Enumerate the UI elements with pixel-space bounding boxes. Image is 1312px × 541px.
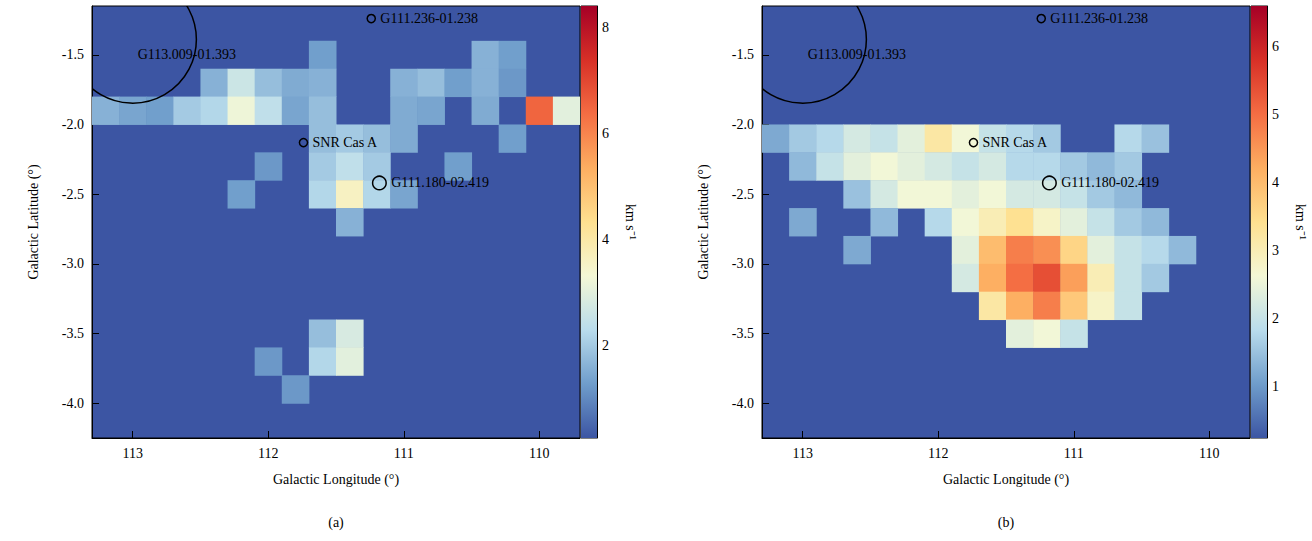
- svg-text:Galactic Longitude (°): Galactic Longitude (°): [273, 472, 399, 488]
- svg-text:Galactic Latitude (°): Galactic Latitude (°): [26, 164, 42, 280]
- svg-text:(b): (b): [998, 515, 1015, 531]
- svg-text:5: 5: [1272, 107, 1279, 122]
- svg-text:-3.5: -3.5: [62, 326, 84, 341]
- svg-text:-4.0: -4.0: [62, 396, 84, 411]
- svg-text:Galactic Latitude (°): Galactic Latitude (°): [696, 164, 712, 280]
- svg-text:1: 1: [1272, 379, 1279, 394]
- svg-text:4: 4: [602, 232, 609, 247]
- svg-text:G111.180-02.419: G111.180-02.419: [391, 175, 489, 190]
- svg-text:111: 111: [1064, 446, 1084, 461]
- svg-text:Galactic Longitude (°): Galactic Longitude (°): [943, 472, 1069, 488]
- svg-text:-2.0: -2.0: [62, 117, 84, 132]
- svg-text:-2.0: -2.0: [732, 117, 754, 132]
- svg-text:G113.009-01.393: G113.009-01.393: [138, 47, 236, 62]
- svg-text:G111.180-02.419: G111.180-02.419: [1061, 175, 1159, 190]
- svg-text:112: 112: [258, 446, 278, 461]
- svg-text:-4.0: -4.0: [732, 396, 754, 411]
- svg-text:6: 6: [602, 126, 609, 141]
- svg-text:112: 112: [928, 446, 948, 461]
- svg-text:110: 110: [529, 446, 549, 461]
- svg-text:-3.0: -3.0: [732, 256, 754, 271]
- svg-text:8: 8: [602, 20, 609, 35]
- svg-text:-3.0: -3.0: [62, 256, 84, 271]
- svg-text:SNR Cas A: SNR Cas A: [983, 135, 1048, 150]
- svg-text:-1.5: -1.5: [62, 47, 84, 62]
- svg-text:113: 113: [122, 446, 142, 461]
- svg-text:-2.5: -2.5: [62, 187, 84, 202]
- svg-text:km s⁻¹: km s⁻¹: [623, 204, 638, 240]
- svg-text:6: 6: [1272, 39, 1279, 54]
- svg-text:111: 111: [394, 446, 414, 461]
- svg-text:113: 113: [792, 446, 812, 461]
- svg-text:SNR Cas A: SNR Cas A: [313, 135, 378, 150]
- svg-text:3: 3: [1272, 243, 1279, 258]
- svg-text:-3.5: -3.5: [732, 326, 754, 341]
- svg-text:4: 4: [1272, 175, 1279, 190]
- svg-text:G113.009-01.393: G113.009-01.393: [808, 47, 906, 62]
- svg-text:-2.5: -2.5: [732, 187, 754, 202]
- svg-text:(a): (a): [328, 515, 344, 531]
- svg-text:2: 2: [1272, 311, 1279, 326]
- svg-text:110: 110: [1199, 446, 1219, 461]
- svg-text:G111.236-01.238: G111.236-01.238: [380, 11, 478, 26]
- svg-text:2: 2: [602, 338, 609, 353]
- svg-text:-1.5: -1.5: [732, 47, 754, 62]
- svg-text:G111.236-01.238: G111.236-01.238: [1050, 11, 1148, 26]
- svg-text:km s⁻¹: km s⁻¹: [1293, 204, 1308, 240]
